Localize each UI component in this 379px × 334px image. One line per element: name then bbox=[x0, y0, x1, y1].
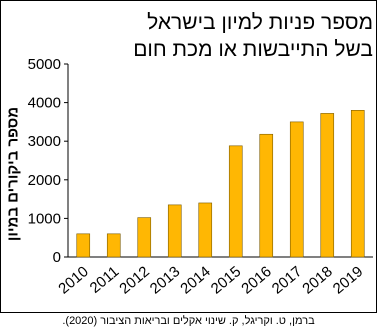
y-tick-label-4000: 4000 bbox=[28, 95, 61, 112]
y-tick-label-3000: 3000 bbox=[28, 133, 61, 150]
y-tick-label-0: 0 bbox=[53, 249, 61, 266]
y-tick-label-2000: 2000 bbox=[28, 172, 61, 189]
chart-frame: מספר פניות למיון בישראל בשל התייבשות או … bbox=[0, 0, 377, 313]
x-tick-label-2016: 2016 bbox=[238, 263, 274, 297]
bar-2011 bbox=[106, 233, 121, 258]
x-tick-label-2018: 2018 bbox=[299, 263, 335, 297]
x-tick-label-2011: 2011 bbox=[87, 263, 123, 297]
bar-chart: 0100020003000400050002010201120122013201… bbox=[28, 56, 373, 298]
y-tick-label-1000: 1000 bbox=[28, 210, 61, 227]
bar-2016 bbox=[259, 133, 274, 258]
x-tick-label-2015: 2015 bbox=[208, 263, 244, 297]
x-tick-label-2017: 2017 bbox=[269, 263, 305, 297]
x-tick-label-2013: 2013 bbox=[147, 263, 183, 297]
bar-2015 bbox=[228, 145, 243, 258]
x-tick-label-2014: 2014 bbox=[177, 263, 213, 297]
bar-2019 bbox=[350, 110, 365, 258]
x-tick-label-2019: 2019 bbox=[330, 263, 366, 297]
chart-title-line-1: מספר פניות למיון בישראל bbox=[147, 11, 373, 34]
y-tick-label-5000: 5000 bbox=[28, 56, 61, 73]
bar-2012 bbox=[137, 217, 152, 258]
bar-2014 bbox=[198, 202, 213, 258]
bar-2018 bbox=[320, 113, 335, 258]
chart-title-line-2: בשל התייבשות או מכת חום bbox=[133, 38, 373, 61]
x-tick-label-2012: 2012 bbox=[116, 263, 152, 297]
bar-2010 bbox=[76, 233, 91, 258]
x-tick-label-2010: 2010 bbox=[55, 263, 91, 297]
bar-2013 bbox=[167, 204, 182, 258]
source-caption: ברמן, ט. וקריגל, ק. שינוי אקלים ובריאות … bbox=[62, 315, 315, 327]
bar-2017 bbox=[289, 121, 304, 258]
chart-title: מספר פניות למיון בישראל בשל התייבשות או … bbox=[73, 9, 373, 63]
